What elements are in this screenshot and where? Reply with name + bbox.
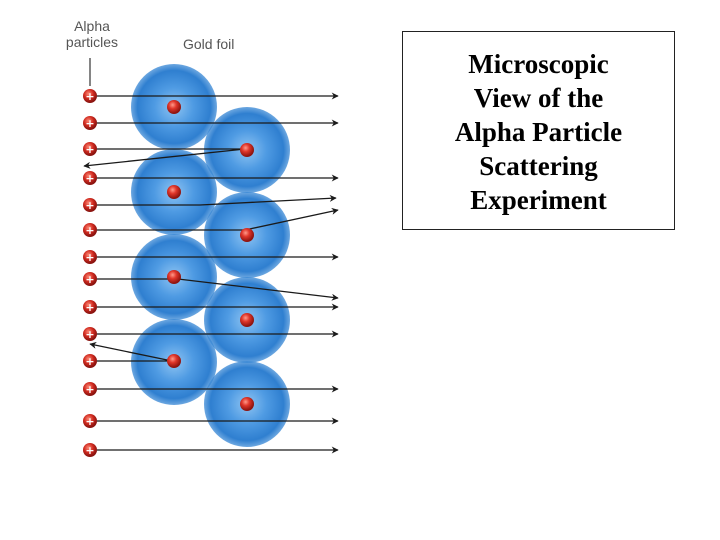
nucleus [240, 228, 254, 242]
alpha-particles: + + + + + + + + + + + + + + [83, 89, 97, 457]
alpha-particle: + [83, 223, 97, 237]
nucleus [240, 143, 254, 157]
alpha-particle: + [83, 443, 97, 457]
plus-sign-icon: + [85, 328, 94, 341]
title-box: Microscopic View of the Alpha Particle S… [402, 31, 675, 230]
plus-sign-icon: + [85, 383, 94, 396]
alpha-label-line-2: particles [65, 34, 119, 50]
title-line: View of the [473, 82, 604, 113]
plus-sign-icon: + [85, 117, 94, 130]
nucleus [167, 354, 181, 368]
alpha-label-line-1: Alpha [74, 18, 110, 34]
plus-sign-icon: + [85, 355, 94, 368]
title-line: Scattering [479, 150, 598, 181]
plus-sign-icon: + [85, 90, 94, 103]
alpha-particle: + [83, 300, 97, 314]
alpha-particle: + [83, 382, 97, 396]
nucleus [240, 397, 254, 411]
plus-sign-icon: + [85, 301, 94, 314]
plus-sign-icon: + [85, 415, 94, 428]
nucleus [167, 100, 181, 114]
alpha-particle: + [83, 171, 97, 185]
plus-sign-icon: + [85, 172, 94, 185]
plus-sign-icon: + [85, 143, 94, 156]
alpha-particle: + [83, 327, 97, 341]
nucleus [167, 185, 181, 199]
deflected-path [97, 194, 337, 206]
plus-sign-icon: + [85, 224, 94, 237]
title-line: Experiment [470, 184, 607, 215]
gold-nuclei [167, 100, 254, 411]
alpha-particle: + [83, 116, 97, 130]
gold-foil-label: Gold foil [183, 36, 235, 52]
alpha-particle: + [83, 89, 97, 103]
alpha-particle: + [83, 354, 97, 368]
nucleus [167, 270, 181, 284]
alpha-particle: + [83, 198, 97, 212]
slide-title: Microscopic View of the Alpha Particle S… [455, 45, 622, 217]
alpha-particle: + [83, 142, 97, 156]
title-line: Alpha Particle [454, 116, 623, 147]
alpha-particles-label: Alpha particles [60, 18, 124, 50]
alpha-particle: + [83, 272, 97, 286]
plus-sign-icon: + [85, 199, 94, 212]
alpha-particle: + [83, 414, 97, 428]
plus-sign-icon: + [85, 444, 94, 457]
plus-sign-icon: + [85, 273, 94, 286]
nucleus [240, 313, 254, 327]
title-line: Microscopic [468, 48, 609, 79]
plus-sign-icon: + [85, 251, 94, 264]
alpha-particle: + [83, 250, 97, 264]
